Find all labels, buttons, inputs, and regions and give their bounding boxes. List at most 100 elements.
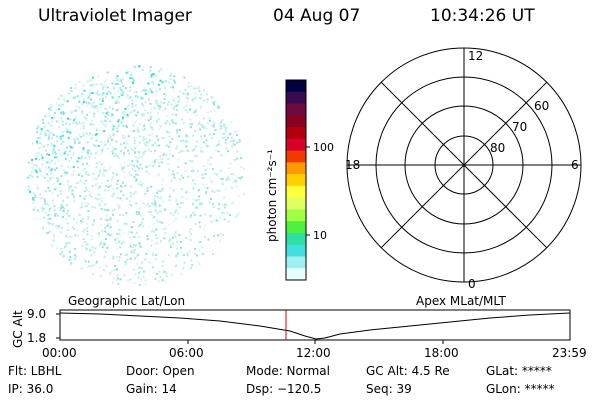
uv-pixel [116, 83, 119, 85]
uv-pixel [203, 127, 206, 130]
colorbar-segment [286, 232, 306, 246]
uv-pixel [140, 221, 143, 224]
colorbar-segment [286, 244, 306, 257]
uv-pixel [233, 173, 236, 176]
uv-pixel [159, 197, 162, 200]
uv-pixel [59, 138, 62, 141]
uv-pixel [97, 176, 100, 179]
colorbar-segment [286, 150, 306, 163]
uv-pixel [128, 152, 130, 155]
uv-pixel [167, 131, 170, 134]
colorbar-segment [286, 197, 306, 210]
uv-pixel [226, 136, 229, 139]
uv-pixel [191, 123, 193, 126]
uv-pixel [223, 196, 226, 199]
uv-pixel [55, 101, 58, 104]
uv-pixel [157, 172, 160, 175]
uv-pixel [185, 145, 188, 148]
uv-pixel [176, 131, 179, 134]
uv-pixel [62, 98, 65, 101]
uv-pixel [43, 198, 46, 201]
uv-pixel [62, 183, 65, 186]
uv-pixel [86, 265, 89, 268]
uv-pixel [149, 213, 152, 216]
timeline-frame [59, 309, 571, 341]
uv-pixel [60, 154, 63, 157]
uv-pixel [225, 138, 227, 141]
uv-pixel [200, 146, 203, 149]
uv-pixel [148, 149, 151, 152]
uv-pixel [161, 264, 164, 267]
uv-pixel [68, 187, 71, 190]
uv-pixel [137, 167, 140, 170]
uv-pixel [109, 226, 112, 229]
uv-pixel [87, 151, 90, 154]
uv-pixel [121, 166, 123, 168]
uv-pixel [117, 124, 120, 127]
uv-pixel [89, 91, 92, 94]
uv-pixel [59, 103, 62, 106]
uv-pixel [172, 97, 175, 100]
uv-pixel [108, 133, 111, 136]
gc-alt-curve [59, 312, 571, 340]
uv-pixel [196, 190, 199, 193]
uv-pixel [122, 111, 124, 114]
uv-pixel [39, 142, 42, 145]
uv-pixel [231, 145, 233, 148]
uv-pixel [169, 77, 172, 80]
uv-pixel [189, 123, 192, 126]
uv-pixel [232, 139, 235, 142]
uv-pixel [144, 150, 147, 152]
mlt-label-0: 0 [468, 277, 476, 291]
uv-pixel [62, 113, 65, 116]
uv-pixel [68, 150, 71, 153]
uv-pixel [203, 141, 206, 144]
uv-pixel [217, 234, 219, 237]
uv-pixel [136, 111, 139, 114]
uv-pixel [96, 109, 99, 112]
uv-pixel [103, 166, 106, 169]
uv-pixel [120, 185, 123, 187]
uv-pixel [213, 133, 216, 136]
uv-pixel [158, 204, 161, 207]
uv-pixel [60, 174, 63, 177]
uv-pixel [149, 111, 152, 114]
uv-pixel [66, 172, 69, 175]
uv-pixel [195, 110, 198, 113]
uv-pixel [111, 150, 114, 153]
uv-pixel [138, 141, 141, 144]
uv-pixel [73, 227, 76, 230]
uv-pixel [112, 254, 114, 257]
uv-pixel [158, 83, 160, 86]
uv-pixel [184, 109, 187, 111]
uv-pixel [73, 138, 76, 141]
uv-pixel [192, 179, 195, 182]
uv-pixel [116, 256, 119, 258]
uv-pixel [118, 79, 121, 82]
uv-pixel [137, 151, 140, 153]
uv-pixel [236, 141, 238, 144]
uv-pixel [70, 146, 73, 149]
uv-pixel [68, 250, 71, 253]
uv-pixel [232, 201, 235, 204]
uv-pixel [56, 227, 59, 230]
uv-pixel [158, 107, 161, 110]
uv-pixel [188, 250, 191, 253]
uv-pixel [117, 157, 120, 160]
uv-pixel [140, 215, 142, 218]
uv-pixel [78, 81, 81, 83]
uv-pixel [225, 179, 228, 182]
uv-pixel [85, 205, 88, 208]
uv-pixel [36, 131, 39, 134]
uv-pixel [114, 268, 117, 271]
uv-pixel [137, 96, 139, 98]
uv-pixel [63, 152, 66, 155]
uv-pixel [134, 66, 136, 68]
uv-pixel [125, 126, 128, 129]
uv-pixel [52, 207, 55, 210]
uv-pixel [33, 197, 35, 200]
uv-pixel [151, 165, 154, 168]
uv-pixel [93, 206, 96, 209]
uv-pixel [159, 210, 162, 213]
uv-pixel [120, 150, 123, 153]
